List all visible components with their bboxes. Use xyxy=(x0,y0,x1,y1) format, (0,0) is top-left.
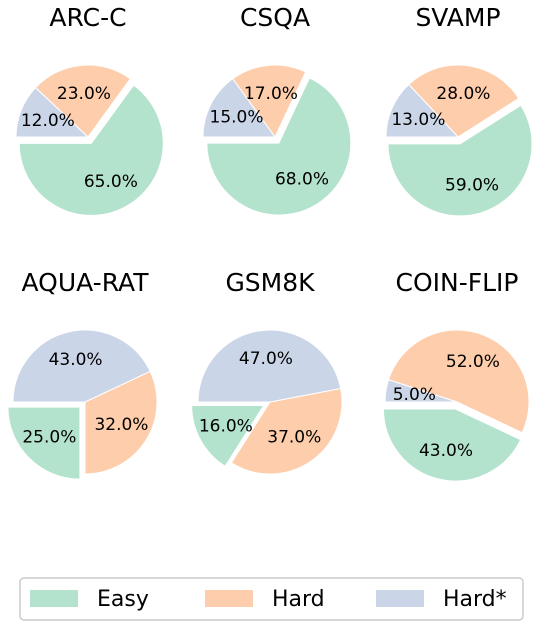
chart-title: SVAMP xyxy=(415,3,500,32)
pie-slice xyxy=(231,64,307,138)
value-label: 15.0% xyxy=(210,107,264,127)
value-label: 37.0% xyxy=(267,428,321,448)
chart-title: AQUA-RAT xyxy=(21,268,149,297)
value-label: 52.0% xyxy=(446,352,500,372)
legend-swatch xyxy=(376,590,424,607)
pie-slice xyxy=(384,379,458,403)
value-label: 68.0% xyxy=(275,170,329,190)
value-label: 13.0% xyxy=(391,110,445,130)
value-label: 23.0% xyxy=(57,84,111,104)
pie-slice xyxy=(34,64,132,138)
pie-slice xyxy=(382,408,522,482)
legend-swatch xyxy=(30,590,78,607)
value-label: 5.0% xyxy=(393,385,436,405)
chart-title: GSM8K xyxy=(225,268,315,297)
legend-label: Easy xyxy=(97,587,149,612)
legend-box xyxy=(19,577,524,621)
value-label: 17.0% xyxy=(244,84,298,104)
pie-slice xyxy=(230,387,343,475)
chart-title: ARC-C xyxy=(49,3,126,32)
pie-slice xyxy=(408,64,520,138)
legend-label: Hard xyxy=(272,587,325,612)
pie-slice xyxy=(12,329,151,403)
pie-slice xyxy=(84,370,158,475)
value-label: 47.0% xyxy=(239,349,293,369)
pie-slice xyxy=(387,329,530,434)
value-label: 43.0% xyxy=(419,441,473,461)
value-label: 65.0% xyxy=(84,172,138,192)
pie-slice xyxy=(385,83,460,138)
legend-label: Hard* xyxy=(443,587,507,612)
chart-title: CSQA xyxy=(240,3,310,32)
pie-slice xyxy=(206,77,352,216)
value-label: 16.0% xyxy=(199,416,253,436)
pie-slice xyxy=(7,406,81,480)
pie-slice xyxy=(202,78,276,138)
value-label: 59.0% xyxy=(445,175,499,195)
pie-slice xyxy=(15,87,90,138)
value-label: 32.0% xyxy=(94,415,148,435)
value-label: 43.0% xyxy=(49,350,103,370)
chart-title: COIN-FLIP xyxy=(396,268,519,297)
value-label: 25.0% xyxy=(22,428,76,448)
pie-slice xyxy=(191,404,265,467)
value-label: 28.0% xyxy=(436,84,490,104)
pie-slice xyxy=(18,84,164,216)
value-label: 12.0% xyxy=(21,111,75,131)
legend-swatch xyxy=(205,590,253,607)
pie-slice xyxy=(387,104,533,217)
pie-slice xyxy=(197,329,342,403)
